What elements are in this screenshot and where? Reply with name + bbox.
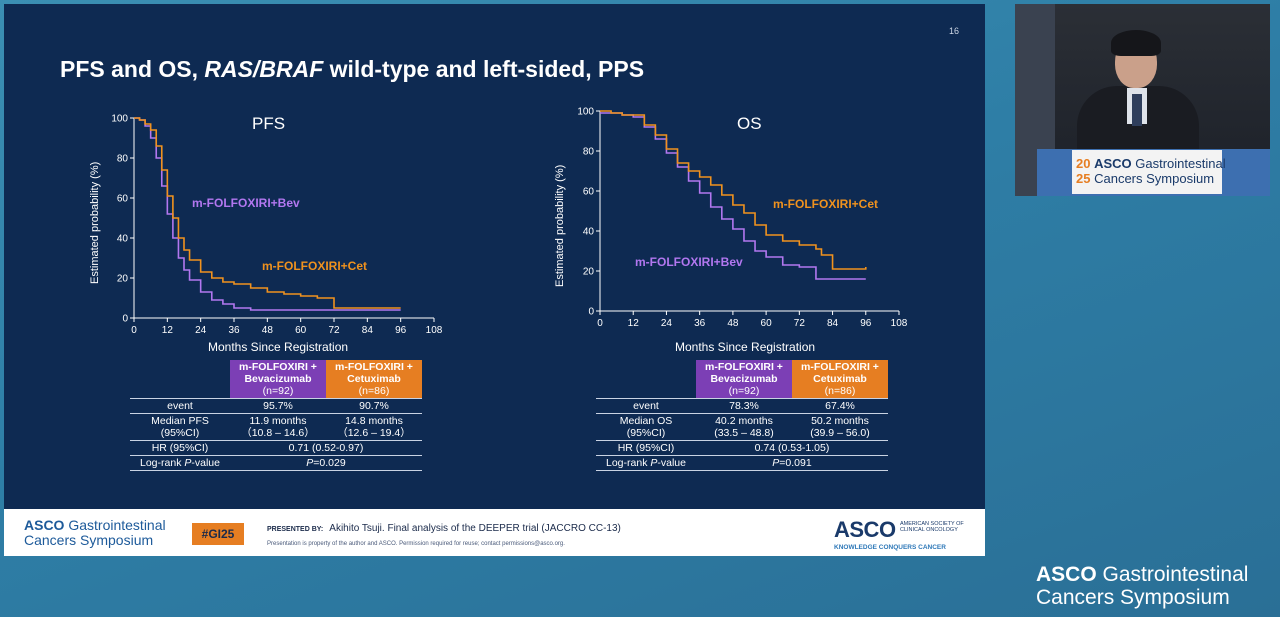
os-x-tick-label: 108 <box>891 318 908 329</box>
pfs-series-bev-line <box>134 117 401 311</box>
asco-logo: ASCO AMERICAN SOCIETY OF CLINICAL ONCOLOG… <box>834 517 964 551</box>
os-x-tick-label: 84 <box>827 318 839 329</box>
os-x-tick-label: 0 <box>597 318 603 329</box>
pfs-x-tick-label: 84 <box>362 325 374 336</box>
os-x-axis-label: Months Since Registration <box>675 340 816 354</box>
table-row: Median PFS (95%CI) 11.9 months （10.8 – 14.… <box>130 413 422 441</box>
os-y-tick-label: 0 <box>588 307 594 318</box>
os-y-tick-label: 100 <box>577 107 594 118</box>
pfs-y-axis-label: Estimated probability (%) <box>89 161 101 284</box>
pfs-y-tick-label: 20 <box>117 274 129 285</box>
pfs-x-tick-label: 36 <box>228 325 240 336</box>
pfs-x-tick-label: 0 <box>131 325 137 336</box>
presenter-line: PRESENTED BY: Akihito Tsuji. Final analys… <box>267 523 621 534</box>
os-y-tick-label: 20 <box>583 267 595 278</box>
pfs-y-tick-label: 80 <box>117 154 129 165</box>
os-x-tick-label: 60 <box>761 318 773 329</box>
pfs-x-tick-label: 108 <box>426 325 443 336</box>
table-row: HR (95%CI) 0.74 (0.53-1.05) <box>596 440 888 456</box>
pfs-chart-svg: 0 12 24 36 48 60 72 84 96 108 0 20 40 60 80 100 <box>111 114 443 337</box>
pfs-header-cet: m-FOLFOXIRI + Cetuximab (n=86) <box>326 360 422 399</box>
os-x-tick-label: 96 <box>860 318 872 329</box>
os-header-cet: m-FOLFOXIRI + Cetuximab (n=86) <box>792 360 888 399</box>
speaker-video: 20 ASCO Gastrointestinal 25 Cancers Sympo… <box>1015 4 1270 196</box>
title-text-rest: wild-type and left-sided, PPS <box>323 56 645 82</box>
title-braf: BRAF <box>259 56 324 82</box>
pfs-chart: 0 12 24 36 48 60 72 84 96 108 0 20 40 60 80 100 PFS Est… <box>84 104 454 355</box>
title-slash: / <box>252 56 260 82</box>
os-x-tick-label: 48 <box>727 318 739 329</box>
os-x-tick-label: 12 <box>628 318 640 329</box>
table-row: HR (95%CI) 0.71 (0.52-0.97) <box>130 440 422 456</box>
hashtag-badge: #GI25 <box>192 523 244 545</box>
table-row: Log-rank P-value P=0.029 <box>130 455 422 471</box>
pfs-series-cet-line <box>134 117 401 309</box>
table-row: Log-rank P-value P=0.091 <box>596 455 888 471</box>
title-ras: RAS <box>204 56 253 82</box>
pfs-x-tick-label: 72 <box>328 325 340 336</box>
os-cet-label: m-FOLFOXIRI+Cet <box>773 197 879 211</box>
asco-gi-brand: ASCO Gastrointestinal Cancers Symposium <box>24 517 166 548</box>
os-x-tick-label: 36 <box>694 318 706 329</box>
os-x-tick-label: 72 <box>794 318 806 329</box>
os-y-tick-label: 60 <box>583 187 595 198</box>
pfs-x-tick-label: 24 <box>195 325 207 336</box>
pfs-y-tick-label: 60 <box>117 194 129 205</box>
slide-number: 16 <box>948 26 959 36</box>
pfs-x-tick-label: 12 <box>162 325 174 336</box>
podium-sign: 20 ASCO Gastrointestinal 25 Cancers Sympo… <box>1072 150 1226 194</box>
os-stats-table: m-FOLFOXIRI + Bevacizumab (n=92) m-FOLFOXI… <box>596 360 888 471</box>
table-row: event 95.7% 90.7% <box>130 398 422 414</box>
os-header-bev: m-FOLFOXIRI + Bevacizumab (n=92) <box>696 360 792 399</box>
disclaimer: Presentation is property of the author a… <box>267 541 565 547</box>
slide-title: PFS and OS, RAS/BRAF wild-type and left-… <box>60 56 644 83</box>
pfs-header-bev: m-FOLFOXIRI + Bevacizumab (n=92) <box>230 360 326 399</box>
pfs-y-tick-label: 40 <box>117 234 129 245</box>
os-chart-title: OS <box>737 114 762 133</box>
pfs-x-axis-label: Months Since Registration <box>208 340 349 354</box>
pfs-y-tick-label: 0 <box>122 314 128 325</box>
pfs-stats-table: m-FOLFOXIRI + Bevacizumab (n=92) m-FOLFOXI… <box>130 360 422 471</box>
os-bev-label: m-FOLFOXIRI+Bev <box>635 255 743 269</box>
presentation-slide: 16 PFS and OS, RAS/BRAF wild-type and le… <box>4 4 985 556</box>
table-row: Median OS (95%CI) 40.2 months (33.5 – 48.8… <box>596 413 888 441</box>
slide-footer: ASCO Gastrointestinal Cancers Symposium #… <box>4 509 985 556</box>
pfs-bev-label: m-FOLFOXIRI+Bev <box>192 196 300 210</box>
pfs-x-tick-label: 60 <box>295 325 307 336</box>
os-y-tick-label: 80 <box>583 147 595 158</box>
os-y-axis-label: Estimated probability (%) <box>554 164 566 287</box>
pfs-cet-label: m-FOLFOXIRI+Cet <box>262 259 368 273</box>
pfs-x-tick-label: 48 <box>262 325 274 336</box>
os-chart-svg: 0 12 24 36 48 60 72 84 96 108 0 20 40 60 80 100 <box>577 107 908 330</box>
title-text: PFS and OS, <box>60 56 205 82</box>
pfs-x-tick-label: 96 <box>395 325 407 336</box>
os-y-tick-label: 40 <box>583 227 595 238</box>
os-chart: 0 12 24 36 48 60 72 84 96 108 0 20 40 60 80 100 OS Esti… <box>549 97 919 355</box>
os-series-cet-line <box>600 110 867 270</box>
pfs-y-tick-label: 100 <box>111 114 128 125</box>
pfs-chart-title: PFS <box>252 114 286 133</box>
os-x-tick-label: 24 <box>661 318 673 329</box>
table-row: event 78.3% 67.4% <box>596 398 888 414</box>
corner-brand: ASCO Gastrointestinal Cancers Symposium <box>1036 563 1249 609</box>
